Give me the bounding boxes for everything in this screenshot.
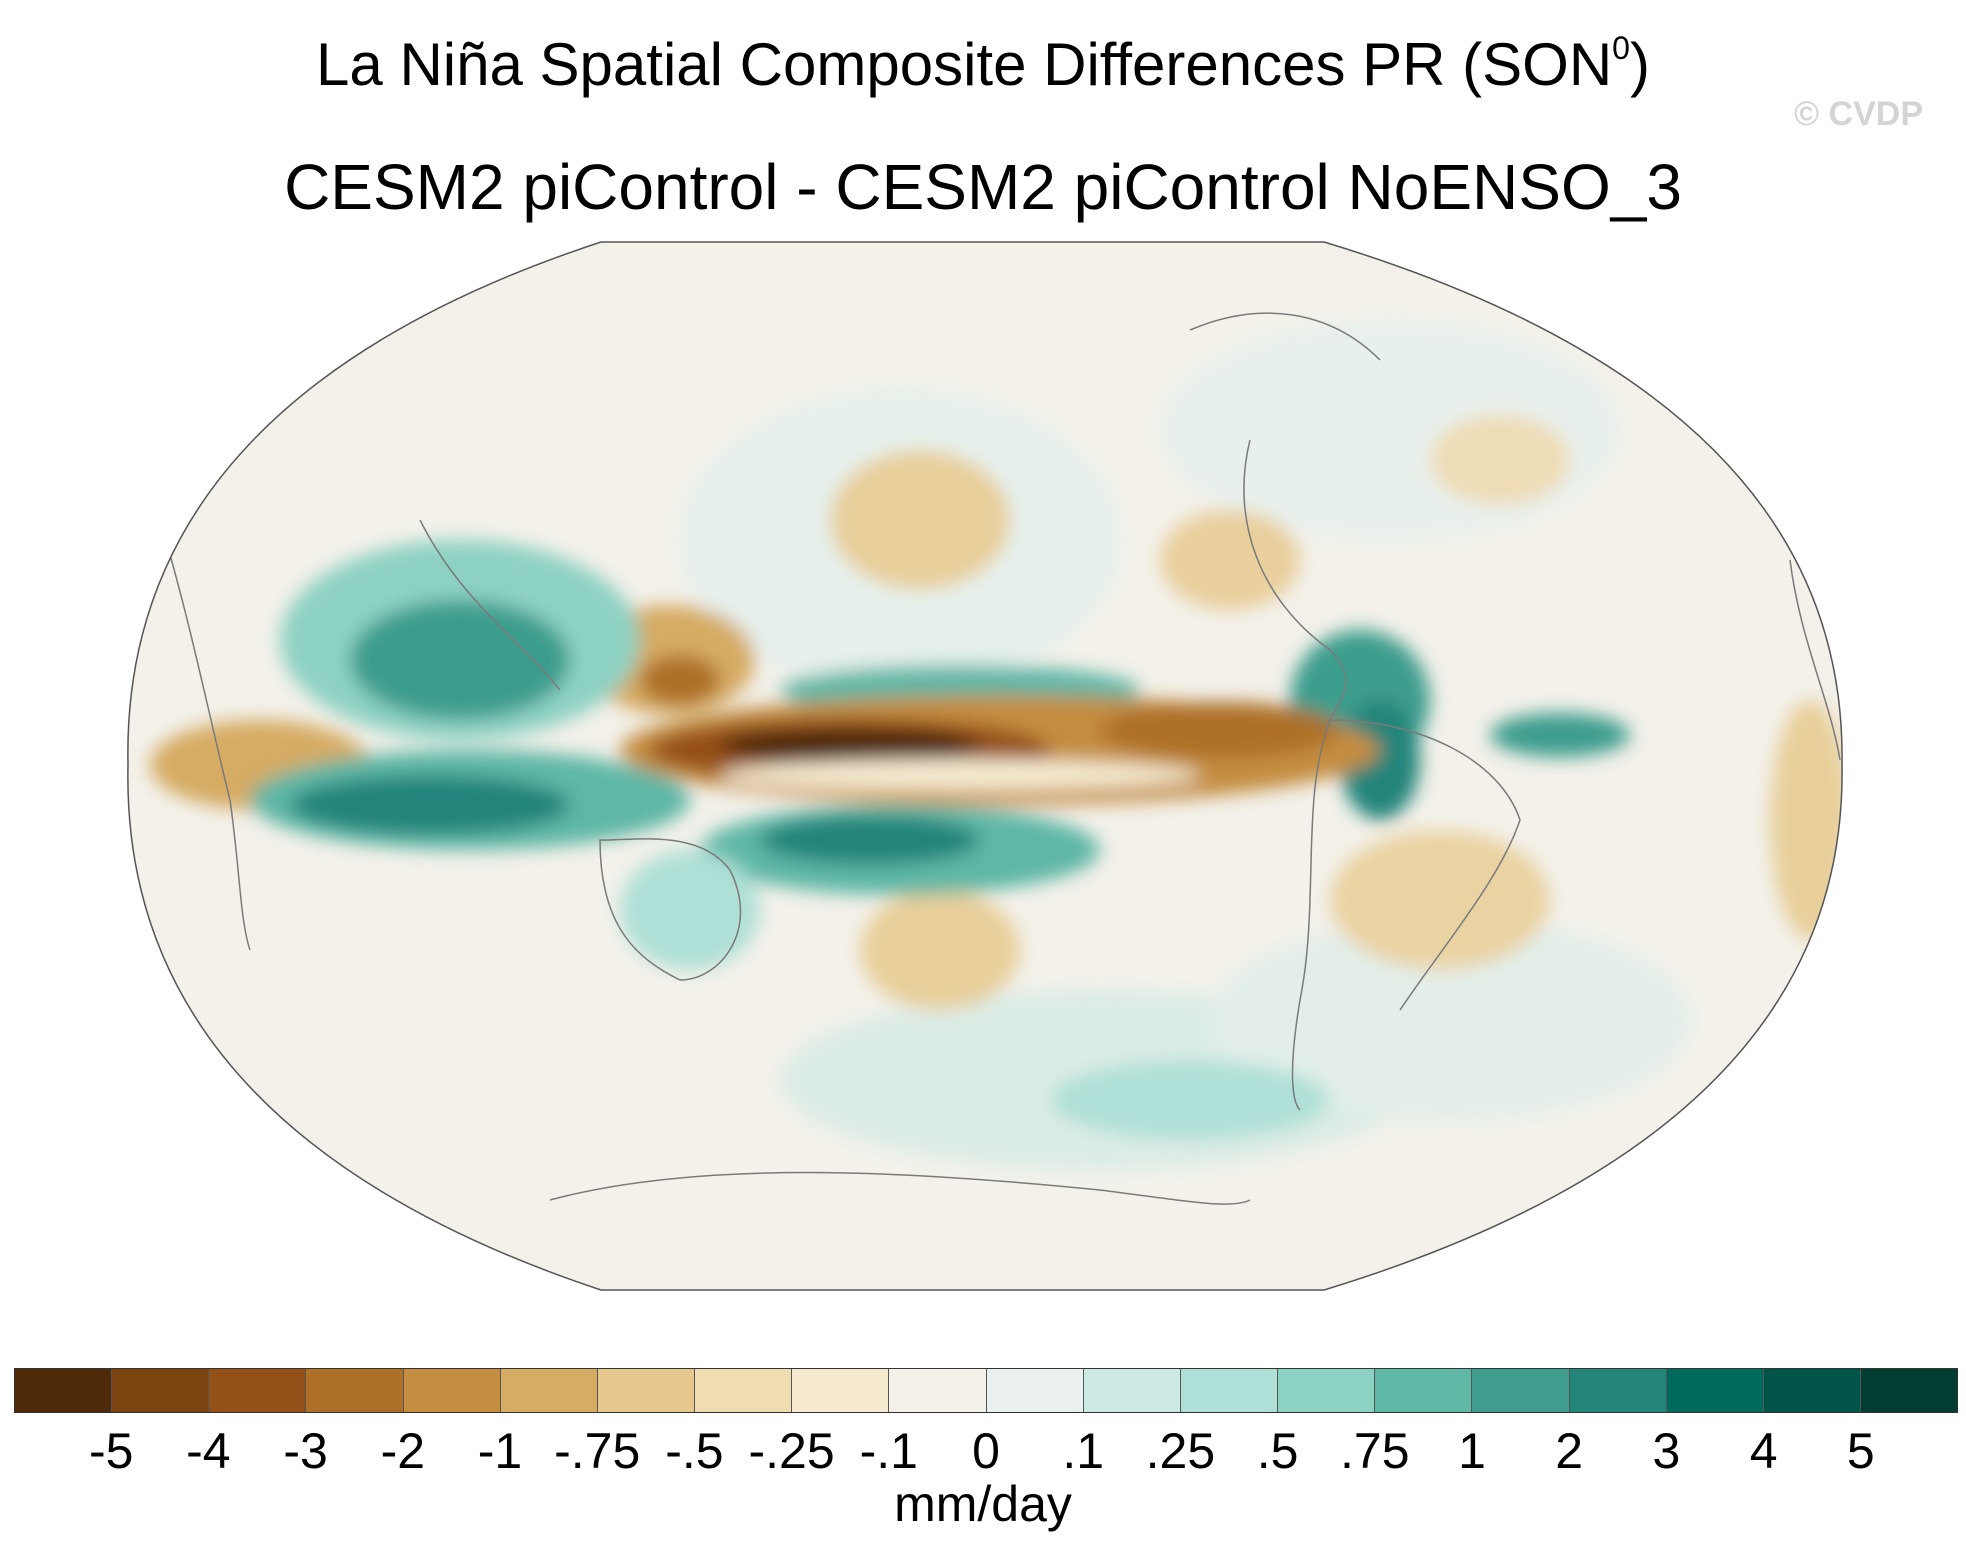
colorbar-segment	[403, 1369, 501, 1412]
colorbar-tick-label: -2	[380, 1423, 426, 1479]
map-border	[127, 241, 1843, 1291]
colorbar-segment	[1472, 1369, 1570, 1412]
map-title: La Niña Spatial Composite Differences PR…	[0, 30, 1966, 99]
colorbar-tick-label: 4	[1749, 1423, 1778, 1479]
colorbar-segment	[209, 1369, 307, 1412]
equatorial-light-tongue	[720, 759, 1200, 791]
colorbar-tick-label: -1	[477, 1423, 523, 1479]
colorbar-segment	[1180, 1369, 1279, 1412]
colorbar-tick-label: 0	[972, 1423, 1000, 1479]
colorbar-segment	[1083, 1369, 1181, 1412]
australia-coast	[599, 838, 742, 981]
southern-ocean-wet	[1050, 1060, 1330, 1140]
map-subtitle: CESM2 piControl - CESM2 piControl NoENSO…	[284, 151, 1682, 223]
colorbar-units: mm/day	[894, 1476, 1072, 1532]
africa-west-coast	[1789, 559, 1841, 761]
arctic-coast	[1189, 312, 1381, 361]
colorbar-segment	[1278, 1369, 1376, 1412]
colorbar-segment	[306, 1369, 404, 1412]
south-atlantic-light	[1210, 920, 1690, 1120]
north-atlantic-dry-patch	[1430, 415, 1570, 505]
maritime-continent-wet-core	[350, 600, 570, 720]
colorbar-tick-label: .25	[1145, 1423, 1216, 1479]
northern-south-america-wet	[1340, 700, 1420, 820]
colorbar-tick-label: -3	[283, 1423, 328, 1479]
colorbar-tick-label: -5	[88, 1423, 134, 1479]
colorbar	[14, 1368, 1958, 1413]
colorbar-tick-label: 2	[1555, 1423, 1584, 1479]
equatorial-dry-band-core	[720, 727, 980, 763]
colorbar-segment	[1666, 1369, 1764, 1412]
south-pacific-dry-patch	[860, 890, 1020, 1010]
colorbar-tick-label: .75	[1340, 1423, 1410, 1479]
colorbar-segment	[1763, 1369, 1861, 1412]
cvdp-watermark: © CVDP	[1794, 95, 1923, 133]
north-america-dry-patch	[1160, 510, 1300, 610]
colorbar-segment	[1860, 1369, 1958, 1412]
colorbar-tick-label: 1	[1458, 1423, 1486, 1479]
tropical-atlantic-wet	[1490, 713, 1630, 757]
asia-coast	[419, 519, 561, 691]
colorbar-tick-label: 3	[1652, 1423, 1681, 1479]
indian-ocean-south-wet-core	[290, 775, 570, 835]
coastlines	[159, 312, 1841, 1205]
east-africa-dry-patch	[1770, 700, 1843, 940]
africa-east-coast	[159, 519, 251, 951]
colorbar-tick-label: -.75	[554, 1423, 641, 1479]
map-title-close: )	[1629, 31, 1650, 98]
colorbar-tick-label: -.5	[665, 1423, 724, 1479]
south-america-dry-patch	[1330, 830, 1550, 970]
colorbar-tick-label: -.25	[748, 1423, 835, 1479]
colorbar-segment	[1569, 1369, 1667, 1412]
colorbar-segment	[695, 1369, 793, 1412]
colorbar-segment	[986, 1369, 1084, 1412]
colorbar-tick-label: -4	[186, 1423, 231, 1479]
colorbar-segment	[500, 1369, 598, 1412]
antarctica-coast	[549, 1171, 1251, 1205]
north-pacific-dry-patch	[830, 450, 1010, 590]
colorbar-segment	[1375, 1369, 1473, 1412]
north-america-coast	[1243, 439, 1347, 721]
south-pacific-wet-core	[760, 815, 980, 865]
australia-wet	[620, 850, 760, 970]
map-title-text: La Niña Spatial Composite Differences PR…	[316, 31, 1613, 98]
colorbar-tick-label: -.1	[859, 1423, 918, 1479]
western-pacific-dry-core	[640, 655, 720, 705]
colorbar-ticks: -5 -4 -3 -2 -1 -.75 -.5 -.25 -.1 0 .1 .25 .5 .75 1 2 3 4 5	[14, 1422, 1958, 1482]
equatorial-dry-band-east	[1100, 702, 1340, 758]
colorbar-segment	[15, 1369, 113, 1412]
colorbar-segment	[597, 1369, 696, 1412]
colorbar-segment	[889, 1369, 987, 1412]
colorbar-tick-label: .1	[1062, 1423, 1105, 1479]
colorbar-segment	[112, 1369, 210, 1412]
colorbar-tick-label: .5	[1256, 1423, 1299, 1479]
season-superscript: 0	[1612, 30, 1630, 66]
colorbar-segment	[792, 1369, 890, 1412]
map-field	[127, 242, 1843, 1290]
south-america-coast	[1291, 719, 1521, 1111]
colorbar-tick-label: 5	[1846, 1423, 1875, 1479]
